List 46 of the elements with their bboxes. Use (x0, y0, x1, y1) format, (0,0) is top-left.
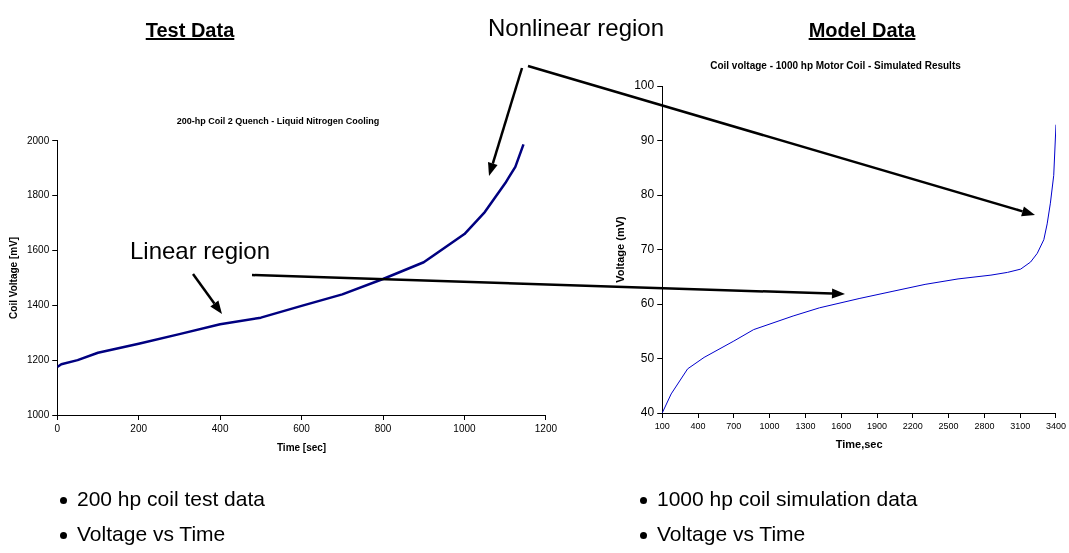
x-tick-label: 2500 (938, 420, 959, 431)
chart-title: 200-hp Coil 2 Quench - Liquid Nitrogen Cooling (176, 115, 380, 126)
x-tick-label: 2200 (902, 420, 923, 431)
y-tick-label: 2000 (27, 134, 50, 146)
y-tick-label: 90 (640, 132, 655, 147)
text: Test Data (145, 19, 235, 41)
x-tick-label: 1600 (831, 420, 852, 431)
text: 200 hp coil test data (77, 487, 265, 510)
x-axis-title: Time [sec] (276, 441, 327, 453)
text: Voltage vs Time (657, 522, 806, 545)
x-tick-label: 1200 (534, 422, 558, 434)
y-tick-label: 1800 (27, 189, 50, 201)
annotation: Linear region (129, 237, 271, 264)
y-tick-label: 1200 (27, 353, 50, 365)
x-tick-label: 200 (130, 422, 148, 434)
x-tick-label: 1000 (453, 422, 476, 434)
y-tick-label: 50 (640, 350, 655, 365)
x-tick-label: 100 (654, 420, 670, 431)
x-tick-label: 600 (293, 422, 311, 434)
x-tick-label: 1900 (866, 420, 888, 431)
x-tick-label: 1300 (795, 420, 816, 431)
x-tick-label: 0 (54, 422, 61, 434)
x-tick-label: 800 (374, 422, 392, 434)
x-tick-label: 2800 (974, 420, 995, 431)
x-tick-label: 3100 (1010, 420, 1031, 431)
y-tick-label: 1000 (27, 408, 50, 420)
text: Voltage vs Time (77, 522, 226, 545)
x-tick-label: 700 (726, 420, 742, 431)
text: 1000 hp coil simulation data (657, 487, 918, 510)
x-tick-label: 3400 (1045, 420, 1066, 431)
text: Nonlinear region (487, 14, 665, 41)
x-tick-label: 400 (690, 420, 706, 431)
y-axis-title: Coil Voltage [mV] (7, 236, 19, 319)
x-tick-label: 1000 (759, 420, 780, 431)
text: Model Data (808, 19, 916, 41)
y-tick-label: 1600 (27, 244, 50, 256)
y-tick-label: 40 (640, 405, 655, 420)
y-axis-title: Voltage (mV) (613, 215, 626, 283)
y-tick-label: 100 (634, 78, 655, 93)
y-tick-label: 60 (640, 296, 655, 311)
y-tick-label: 1400 (27, 299, 50, 311)
y-tick-label: 70 (640, 241, 655, 256)
chart-title: Coil voltage - 1000 hp Motor Coil - Simulated Results (710, 59, 962, 71)
y-tick-label: 80 (640, 187, 655, 202)
x-tick-label: 400 (211, 422, 229, 434)
x-axis-title: Time,sec (835, 438, 883, 451)
